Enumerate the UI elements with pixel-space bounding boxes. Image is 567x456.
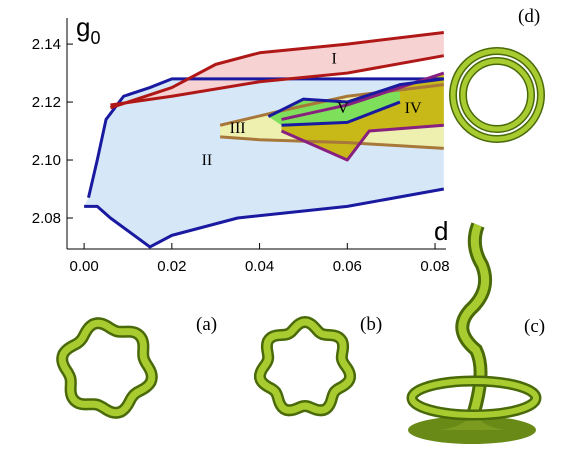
x-tick-label: 0.02 [157, 258, 186, 275]
panel-label: (a) [196, 314, 217, 335]
y-tick-label: 2.12 [32, 94, 61, 111]
x-tick-label: 0.08 [420, 258, 449, 275]
x-tick-label: 0.04 [245, 258, 274, 275]
x-tick-label: 0.00 [70, 258, 99, 275]
y-tick-label: 2.08 [32, 210, 61, 227]
y-tick-label: 2.14 [32, 36, 61, 53]
region-label: I [331, 51, 336, 68]
x-tick-label: 0.06 [333, 258, 362, 275]
region-label: III [230, 120, 246, 137]
panel-label: (b) [360, 314, 382, 335]
region-label: II [202, 152, 213, 169]
x-axis-label: d [434, 216, 448, 246]
wavy-torus-hi [62, 323, 152, 413]
figure: IIIIIIIVV2.082.102.122.140.000.020.040.0… [0, 0, 567, 456]
region-label: V [337, 100, 349, 117]
y-axis-label-sub: 0 [90, 28, 100, 48]
y-axis-label: g0 [76, 12, 100, 48]
torus-inner-hi [463, 61, 531, 129]
region-label: IV [405, 100, 422, 117]
panel-label: (c) [524, 316, 545, 337]
y-tick-label: 2.10 [32, 152, 61, 169]
panel-label: (d) [518, 6, 540, 27]
y-axis-label-base: g [76, 12, 90, 42]
